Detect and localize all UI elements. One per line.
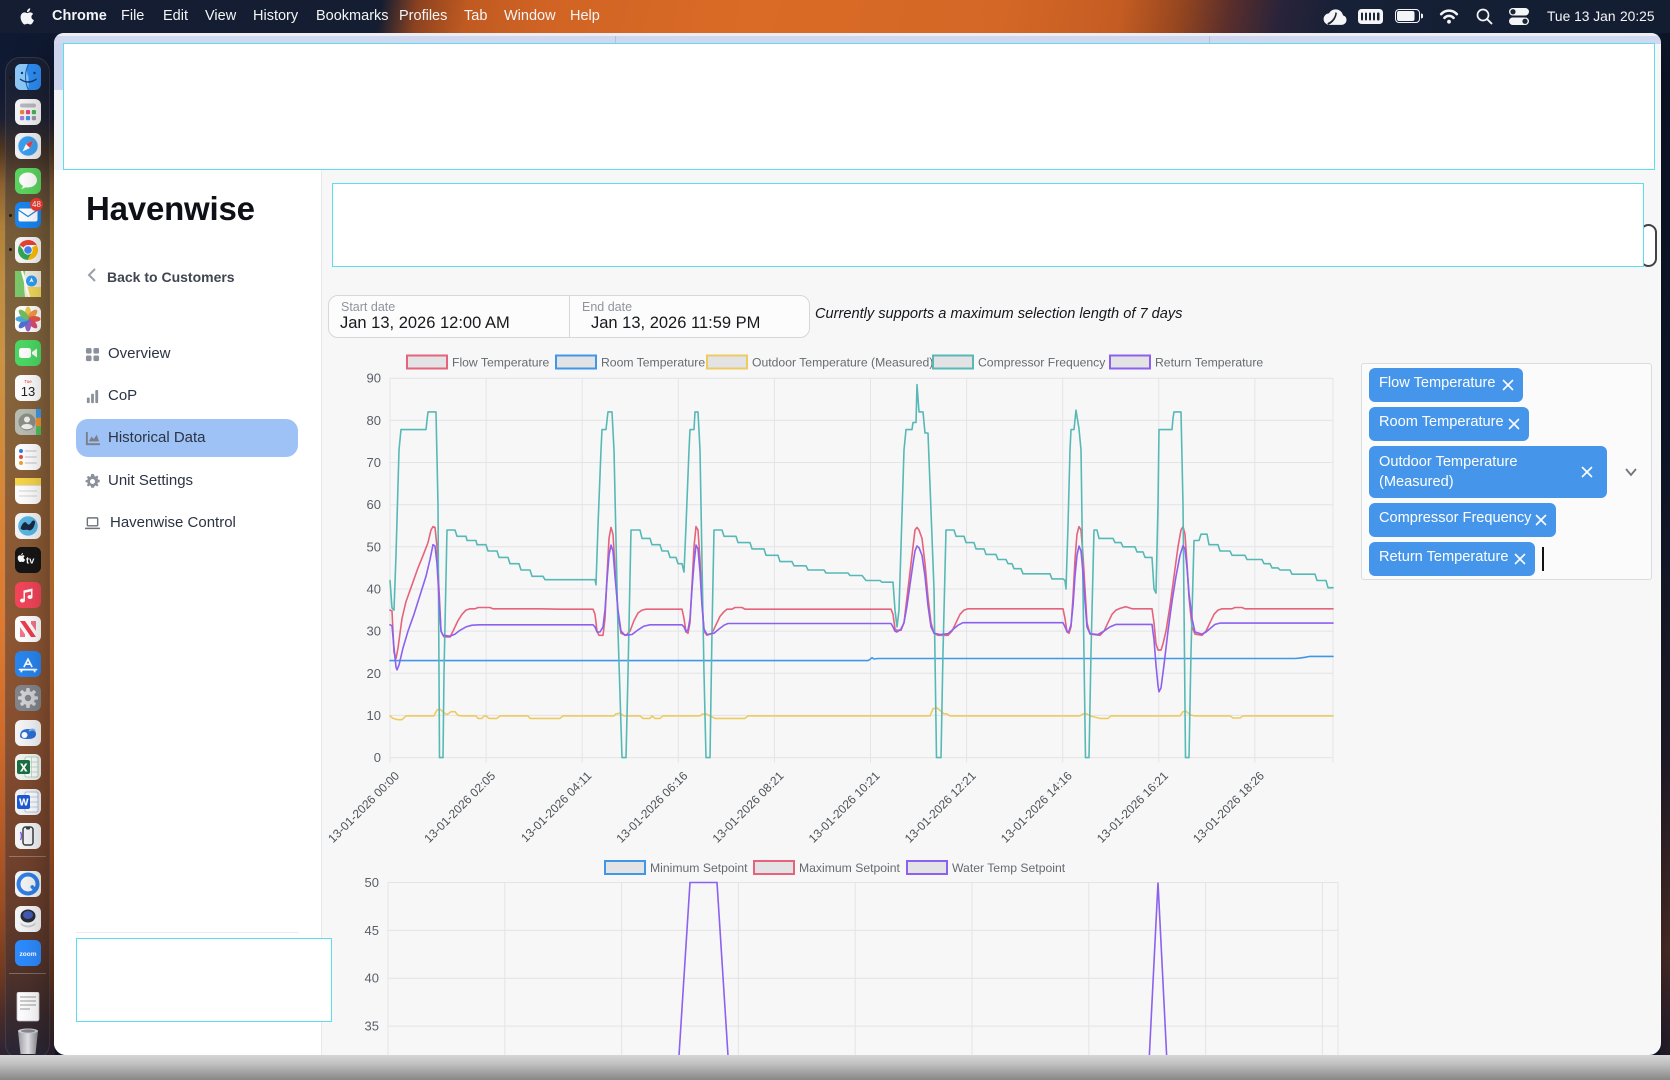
svg-text:Tue: Tue (24, 379, 32, 384)
svg-text:Water Temp Setpoint: Water Temp Setpoint (952, 861, 1066, 875)
svg-text:20: 20 (367, 666, 381, 681)
svg-text:45: 45 (365, 923, 379, 938)
svg-text:30: 30 (367, 624, 381, 639)
svg-text:Return Temperature: Return Temperature (1155, 356, 1263, 370)
svg-text:13-01-2026 06:16: 13-01-2026 06:16 (614, 768, 691, 845)
svg-text:50: 50 (367, 539, 381, 554)
svg-text:60: 60 (367, 497, 381, 512)
svg-text:tv: tv (26, 556, 35, 567)
svg-text:13-01-2026 12:21: 13-01-2026 12:21 (902, 768, 979, 845)
svg-text:Compressor Frequency: Compressor Frequency (978, 356, 1106, 370)
svg-text:Minimum Setpoint: Minimum Setpoint (650, 861, 748, 875)
svg-text:50: 50 (365, 875, 379, 890)
svg-text:13: 13 (21, 384, 35, 399)
svg-text:13-01-2026 16:21: 13-01-2026 16:21 (1094, 768, 1171, 845)
svg-text:Outdoor Temperature (Measured): Outdoor Temperature (Measured) (752, 356, 933, 370)
svg-text:80: 80 (367, 413, 381, 428)
svg-text:13-01-2026 08:21: 13-01-2026 08:21 (710, 768, 787, 845)
svg-text:13-01-2026 00:00: 13-01-2026 00:00 (325, 768, 402, 845)
svg-text:Flow Temperature: Flow Temperature (452, 356, 550, 370)
svg-text:Maximum Setpoint: Maximum Setpoint (799, 861, 901, 875)
svg-text:10: 10 (367, 708, 381, 723)
svg-text:13-01-2026 14:16: 13-01-2026 14:16 (998, 768, 1075, 845)
svg-text:40: 40 (367, 582, 381, 597)
svg-text:90: 90 (367, 371, 381, 386)
svg-text:40: 40 (365, 971, 379, 986)
svg-text:0: 0 (374, 750, 381, 765)
svg-text:13-01-2026 10:21: 13-01-2026 10:21 (806, 768, 883, 845)
svg-text:zoom: zoom (20, 951, 37, 958)
svg-text:13-01-2026 02:05: 13-01-2026 02:05 (421, 768, 498, 845)
svg-text:Room Temperature: Room Temperature (601, 356, 705, 370)
svg-text:13-01-2026 04:11: 13-01-2026 04:11 (518, 768, 594, 844)
svg-text:70: 70 (367, 455, 381, 470)
svg-text:13-01-2026 18:26: 13-01-2026 18:26 (1190, 768, 1267, 845)
svg-text:35: 35 (365, 1019, 379, 1034)
